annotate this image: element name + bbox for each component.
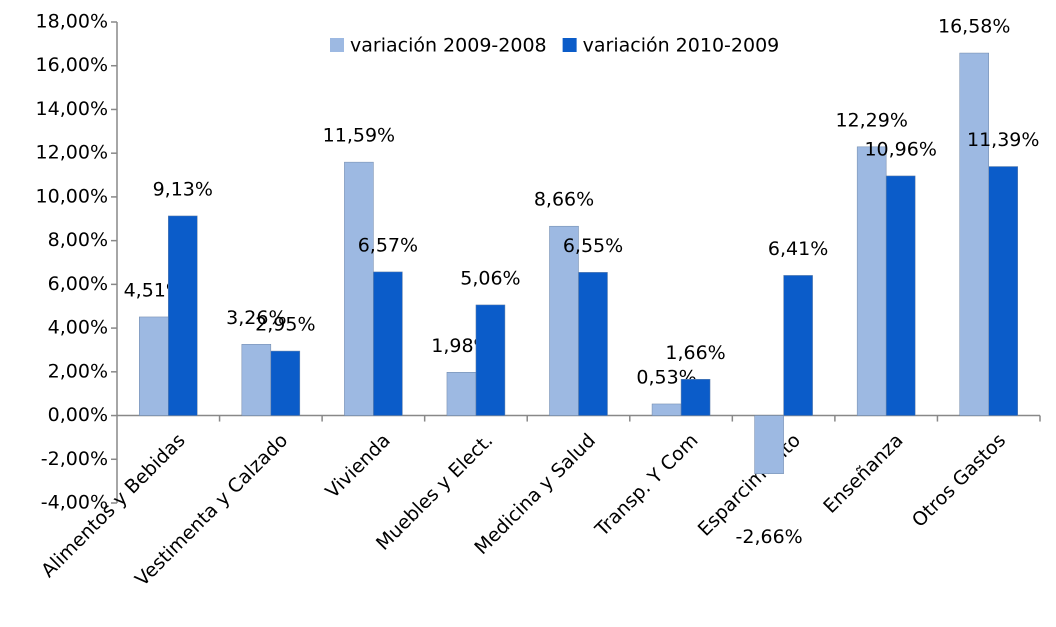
bar — [344, 161, 374, 416]
value-label: 12,29% — [835, 109, 907, 131]
bar — [885, 175, 916, 416]
x-tick-label: Vivienda — [321, 429, 394, 502]
bar — [168, 215, 198, 416]
value-label: 6,55% — [563, 235, 623, 257]
value-label: 6,41% — [768, 238, 828, 260]
value-label: 9,13% — [153, 178, 213, 200]
legend-label: variación 2009-2008 — [350, 35, 547, 57]
value-label: 16,58% — [938, 16, 1010, 38]
bar — [373, 271, 403, 416]
value-label: 10,96% — [864, 138, 936, 160]
value-label: 8,66% — [534, 189, 594, 211]
bar — [241, 344, 272, 416]
legend-label: variación 2010-2009 — [583, 35, 780, 57]
bar — [988, 166, 1018, 416]
bar — [651, 403, 682, 416]
legend-swatch — [562, 38, 577, 52]
y-tick-label: -4,00% — [41, 492, 108, 514]
x-tick-label: Esparcimiento — [694, 429, 805, 540]
bar — [139, 316, 169, 416]
y-tick-label: 14,00% — [36, 98, 108, 120]
bar — [959, 52, 989, 416]
value-label: 2,95% — [255, 314, 315, 336]
bar — [754, 415, 784, 474]
y-tick-label: 8,00% — [48, 229, 108, 251]
value-label: 5,06% — [460, 267, 520, 289]
bar — [578, 272, 608, 416]
y-tick-label: 10,00% — [36, 185, 108, 207]
y-tick-label: 6,00% — [48, 273, 108, 295]
y-tick-label: 0,00% — [48, 404, 108, 426]
legend-swatch — [330, 38, 344, 52]
bar — [270, 350, 301, 416]
x-tick-label: Transp. Y Com — [590, 429, 702, 541]
bar — [856, 146, 887, 416]
x-tick-label: Otros Gastos — [908, 429, 1010, 531]
bar — [549, 225, 579, 416]
value-label: 11,59% — [323, 125, 395, 147]
y-tick-label: 2,00% — [48, 360, 108, 382]
bar — [783, 275, 813, 416]
bar — [446, 372, 477, 416]
value-label: 6,57% — [358, 234, 418, 256]
y-tick-label: 16,00% — [36, 54, 108, 76]
x-tick-label: Enseñanza — [819, 429, 907, 517]
y-tick-label: 4,00% — [48, 317, 108, 339]
bar — [680, 379, 711, 416]
value-label: 11,39% — [967, 129, 1039, 151]
value-label: 1,66% — [665, 342, 725, 364]
y-tick-label: 18,00% — [36, 11, 108, 33]
y-tick-label: -2,00% — [41, 448, 108, 470]
y-tick-label: 12,00% — [36, 142, 108, 164]
value-label: -2,66% — [736, 526, 803, 548]
bar — [475, 304, 506, 416]
value-label: 3,26% — [226, 307, 286, 329]
